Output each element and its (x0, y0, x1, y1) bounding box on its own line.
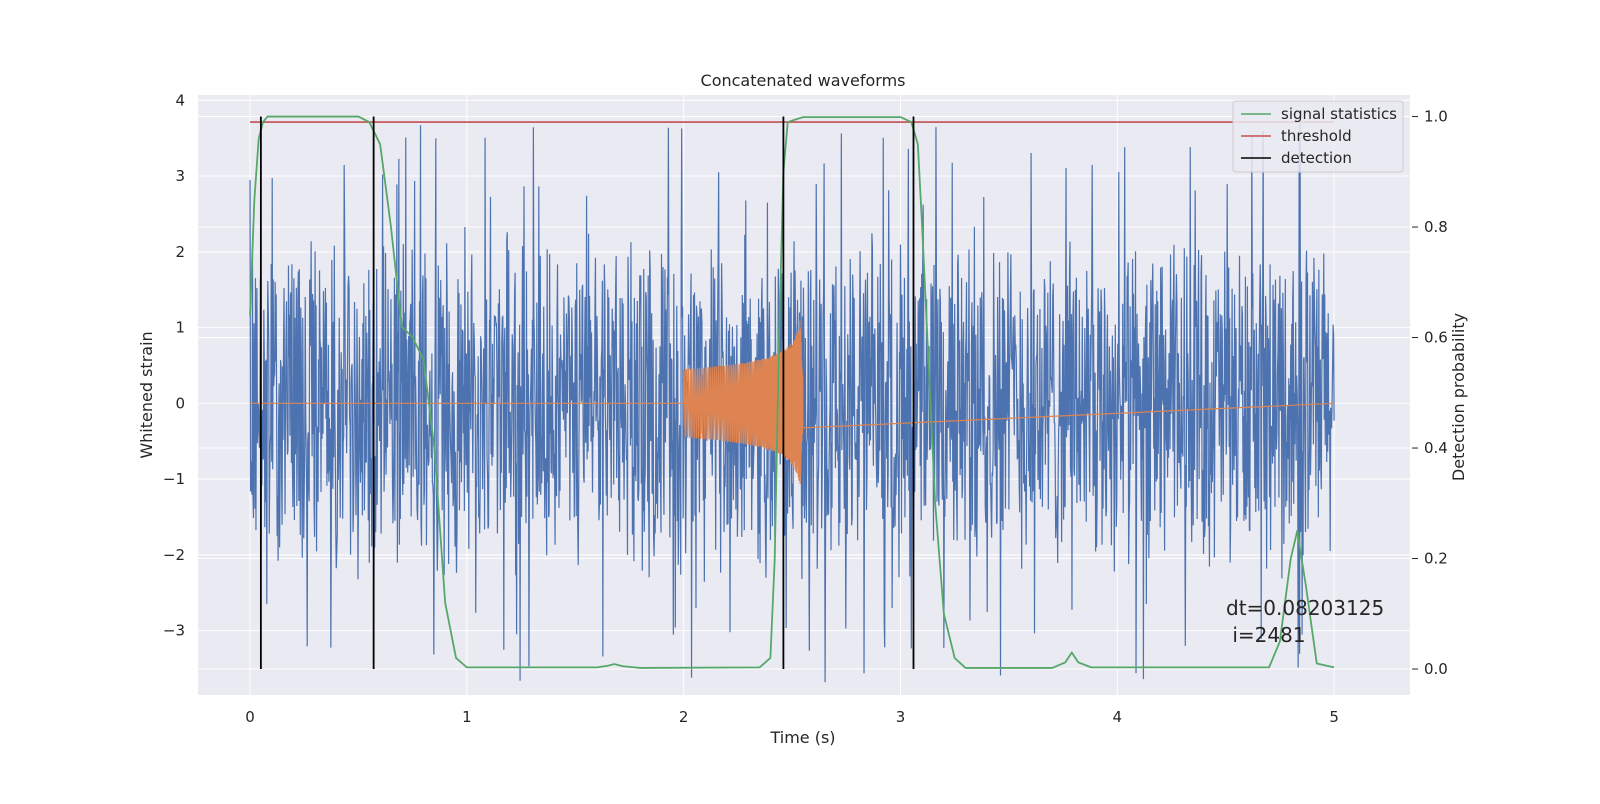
y-left-tick-label-4: 0 (175, 394, 185, 412)
x-tick-label-3: 3 (896, 708, 906, 726)
series-layer (249, 115, 1335, 683)
y-right-tick-label-0: 1.0 (1424, 108, 1448, 126)
annotation: dt=0.08203125 i=2481 (1226, 596, 1384, 647)
y-left-tick-label-1: 3 (175, 167, 185, 185)
annotation-line-1: dt=0.08203125 (1226, 596, 1384, 620)
series-whitened-strain (249, 123, 1335, 683)
y-left-tick-label-6: −2 (163, 546, 185, 564)
x-tick-label-4: 4 (1113, 708, 1123, 726)
series-signal-statistics (249, 115, 1335, 669)
y-right-tick-label-4: 0.2 (1424, 550, 1448, 568)
chart-title: Concatenated waveforms (701, 71, 906, 90)
ticks-layer: 0 1 2 3 4 5 4 3 2 1 0 −1 −2 −3 1.0 0.8 0.6 0.4 0.2 0.0 (163, 91, 1448, 726)
y-left-tick-label-0: 4 (175, 91, 185, 109)
y-right-tick-label-3: 0.4 (1424, 439, 1448, 457)
x-axis-label: Time (s) (769, 728, 835, 747)
y-right-tick-label-1: 0.8 (1424, 218, 1448, 236)
x-tick-label-2: 2 (679, 708, 689, 726)
y-axis-label-right: Detection probability (1449, 313, 1468, 481)
legend: signal statistics threshold detection (1232, 100, 1404, 173)
y-right-tick-label-5: 0.0 (1424, 660, 1448, 678)
y-axis-label-left: Whitened strain (137, 331, 156, 458)
y-left-tick-label-2: 2 (175, 243, 185, 261)
y-right-tick-label-2: 0.6 (1424, 329, 1448, 347)
annotation-line-2: i=2481 (1226, 623, 1306, 647)
legend-box (1232, 100, 1404, 173)
x-tick-label-1: 1 (462, 708, 472, 726)
legend-label-detection: detection (1281, 149, 1352, 167)
y-left-tick-label-3: 1 (175, 319, 185, 337)
y-left-tick-label-5: −1 (163, 470, 185, 488)
x-tick-label-0: 0 (245, 708, 255, 726)
x-tick-label-5: 5 (1329, 708, 1339, 726)
y-left-tick-label-7: −3 (163, 622, 185, 640)
legend-label-signal-statistics: signal statistics (1281, 105, 1397, 123)
legend-label-threshold: threshold (1281, 127, 1352, 145)
